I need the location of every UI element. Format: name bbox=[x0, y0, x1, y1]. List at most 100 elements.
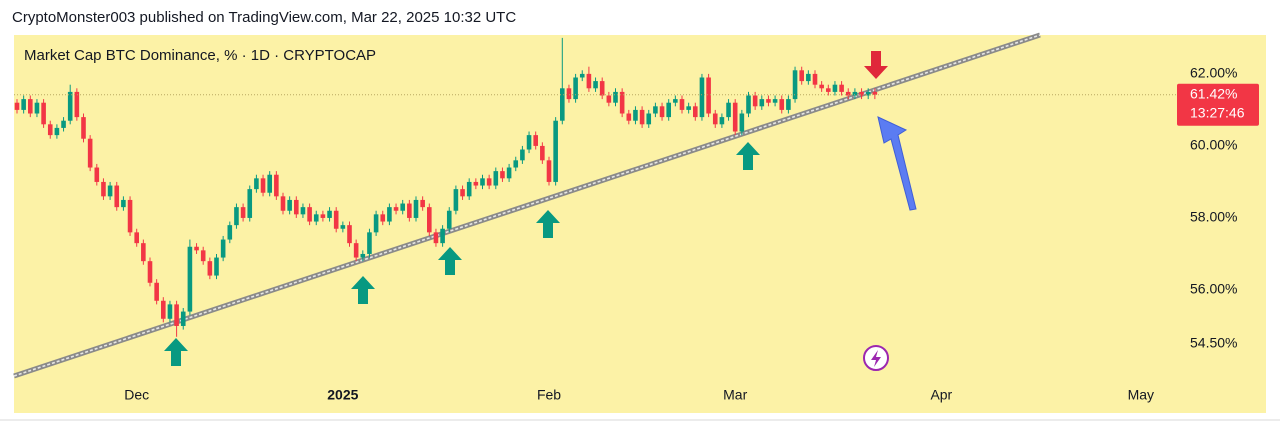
candles bbox=[14, 37, 878, 337]
candle-body bbox=[626, 113, 632, 121]
candle-body bbox=[606, 95, 612, 103]
candle-body bbox=[719, 117, 725, 125]
candle-body bbox=[154, 282, 159, 301]
candle-body bbox=[300, 207, 306, 215]
candle-body bbox=[147, 261, 153, 283]
pointer-arrow bbox=[877, 116, 917, 211]
candle-body bbox=[214, 257, 219, 276]
candle-body bbox=[313, 214, 319, 222]
candle-body bbox=[839, 84, 844, 92]
candle-body bbox=[772, 99, 778, 103]
candle-body bbox=[560, 88, 565, 121]
y-tick-label: 54.50% bbox=[1190, 335, 1237, 351]
candle-body bbox=[94, 167, 100, 182]
candle-body bbox=[852, 91, 858, 96]
candle-body bbox=[586, 73, 592, 89]
candle-body bbox=[280, 196, 286, 211]
candle-body bbox=[420, 199, 425, 208]
candle-body bbox=[247, 189, 253, 218]
candle-body bbox=[786, 99, 791, 110]
last-price-label: 61.42% bbox=[1190, 85, 1237, 101]
candle-body bbox=[540, 145, 545, 161]
candle-body bbox=[513, 160, 519, 168]
candle-body bbox=[533, 135, 538, 146]
candle-body bbox=[41, 102, 46, 125]
candle-body bbox=[380, 214, 386, 222]
candle-body bbox=[506, 167, 512, 179]
candle-body bbox=[141, 243, 146, 262]
candle-body bbox=[480, 178, 485, 186]
candle-body bbox=[599, 81, 605, 96]
candle-body bbox=[161, 300, 166, 319]
candle-body bbox=[373, 214, 379, 233]
candle-body bbox=[240, 207, 246, 218]
candle-body bbox=[187, 246, 193, 312]
down-arrow bbox=[864, 51, 888, 79]
candle-body bbox=[832, 84, 838, 92]
candle-body bbox=[573, 77, 578, 100]
candle-body bbox=[254, 178, 259, 190]
candle-body bbox=[107, 185, 113, 197]
candle-body bbox=[347, 225, 352, 244]
candle-body bbox=[174, 304, 179, 326]
x-tick-label: Apr bbox=[930, 387, 952, 403]
candle-body bbox=[845, 91, 851, 96]
up-arrow bbox=[736, 142, 760, 170]
candle-body bbox=[446, 210, 452, 229]
candle-body bbox=[194, 246, 199, 251]
x-tick-label: Feb bbox=[537, 387, 561, 403]
flash-icon bbox=[863, 345, 889, 371]
candle-body bbox=[61, 120, 66, 128]
candle-body bbox=[746, 95, 751, 114]
candle-body bbox=[619, 91, 625, 114]
y-tick-label: 56.00% bbox=[1190, 281, 1237, 297]
candle-body bbox=[493, 171, 499, 186]
candle-body bbox=[673, 99, 678, 103]
candle-body bbox=[367, 232, 372, 254]
candle-body bbox=[460, 189, 465, 197]
candle-body bbox=[287, 199, 292, 211]
candle-body bbox=[393, 207, 399, 211]
candle-body bbox=[826, 88, 831, 92]
candle-body bbox=[799, 70, 804, 82]
candle-body bbox=[812, 73, 818, 85]
candle-body bbox=[427, 207, 432, 233]
x-tick-label: Dec bbox=[124, 387, 149, 403]
candle-body bbox=[646, 113, 652, 125]
candle-body bbox=[207, 261, 213, 276]
support-arrows bbox=[164, 142, 760, 366]
candle-body bbox=[732, 102, 738, 132]
candle-body bbox=[726, 102, 731, 118]
candle-body bbox=[453, 189, 459, 211]
candle-body bbox=[779, 99, 785, 110]
candle-body bbox=[593, 81, 598, 89]
candle-body bbox=[659, 106, 665, 118]
candle-body bbox=[14, 102, 20, 110]
x-tick-label: Mar bbox=[723, 387, 747, 403]
chart-background bbox=[14, 35, 1266, 413]
x-tick-label: May bbox=[1128, 387, 1154, 403]
candle-body bbox=[613, 91, 618, 103]
candle-body bbox=[127, 199, 133, 233]
candle-body bbox=[294, 199, 299, 215]
candle-body bbox=[433, 232, 439, 244]
candle-body bbox=[466, 181, 472, 197]
candle-body bbox=[167, 304, 173, 319]
candle-body bbox=[47, 124, 53, 136]
candle-body bbox=[759, 99, 765, 107]
candle-body bbox=[706, 77, 711, 114]
candle-body bbox=[653, 106, 658, 114]
candle-body bbox=[340, 225, 346, 229]
candle-body bbox=[227, 225, 233, 240]
candle-body bbox=[639, 109, 645, 125]
last-price-box bbox=[1177, 83, 1259, 126]
candle-body bbox=[546, 160, 552, 182]
flash-bolt bbox=[871, 350, 881, 367]
candle-body bbox=[360, 253, 366, 258]
candle-body bbox=[54, 127, 60, 136]
candle-body bbox=[307, 207, 312, 222]
candle-body bbox=[739, 113, 745, 132]
candle-body bbox=[766, 99, 771, 103]
candle-body bbox=[34, 102, 40, 114]
